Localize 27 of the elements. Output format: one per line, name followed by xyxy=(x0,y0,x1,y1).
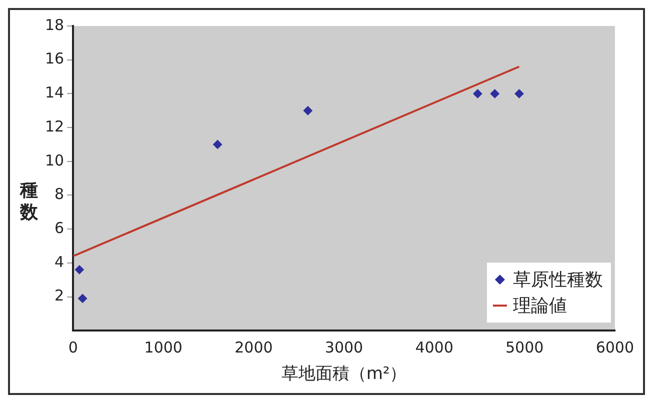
y-tick-label: 8 xyxy=(54,185,64,204)
legend-label: 草原性種数 xyxy=(512,269,603,290)
x-tick-label: 1000 xyxy=(144,338,182,356)
y-tick-label: 4 xyxy=(54,252,64,271)
x-tick-label: 2000 xyxy=(234,338,273,356)
y-tick-label: 16 xyxy=(44,50,64,68)
point xyxy=(490,89,500,98)
legend-label: 理論値 xyxy=(512,295,567,316)
point xyxy=(213,140,222,149)
x-axis-title: 草地面積（m²） xyxy=(281,364,407,384)
y-tick-label: 10 xyxy=(44,151,64,170)
x-tick-label: 5000 xyxy=(506,338,544,356)
y-tick-label: 6 xyxy=(54,218,64,237)
point xyxy=(78,294,88,303)
y-tick-label: 14 xyxy=(44,84,64,102)
point xyxy=(303,106,312,116)
point xyxy=(74,265,84,274)
y-tick-label: 12 xyxy=(44,117,64,136)
point xyxy=(473,89,482,98)
y-tick-label: 18 xyxy=(44,16,64,34)
point xyxy=(514,89,524,98)
x-tick-label: 3000 xyxy=(324,338,364,356)
x-tick-label: 4000 xyxy=(415,338,454,356)
x-tick-label: 6000 xyxy=(596,338,634,356)
y-tick-label: 2 xyxy=(54,286,64,305)
y-axis-title: 種数 xyxy=(20,180,38,224)
x-tick-label: 0 xyxy=(68,338,78,356)
